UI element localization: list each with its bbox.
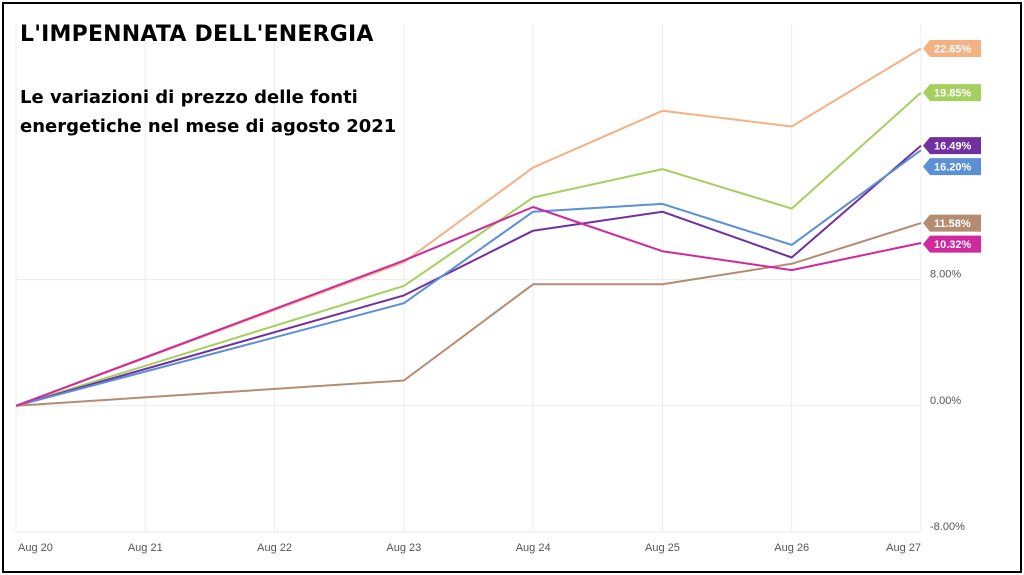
chart-subtitle: Le variazioni di prezzo delle fonti ener…: [20, 83, 420, 141]
end-value-tag: [923, 158, 981, 176]
series-line: [15, 222, 922, 407]
series-line: [15, 91, 922, 407]
line-chart: Aug 20 Aug 21 Aug 22 Aug 23 Aug 24 Aug 25 Aug …: [15, 24, 981, 554]
x-tick-label: Aug 24: [516, 542, 551, 554]
series-line: [15, 206, 922, 407]
series-line: [15, 144, 922, 407]
end-value-tag: [923, 214, 981, 232]
title-block: L'IMPENNATA DELL'ENERGIA Le variazioni d…: [20, 22, 420, 141]
end-value-label: 16.49%: [934, 141, 972, 153]
x-tick-label: Aug 20: [18, 542, 53, 554]
x-tick-label: Aug 23: [386, 542, 421, 554]
x-tick-label: Aug 21: [128, 542, 163, 554]
x-tick-label: Aug 26: [774, 542, 809, 554]
end-value-tag: [923, 39, 981, 57]
series-line: [15, 149, 922, 407]
y-tick-label: 8.00%: [930, 269, 961, 281]
y-tick-label: -8.00%: [930, 521, 965, 533]
chart-subtitle-line-2: energetiche nel mese di agosto 2021: [20, 116, 397, 137]
end-value-tag: [923, 137, 981, 155]
chart-title: L'IMPENNATA DELL'ENERGIA: [20, 22, 374, 47]
end-value-label: 10.32%: [934, 239, 972, 251]
series-layer: [15, 47, 922, 407]
y-tick-label: 0.00%: [930, 395, 961, 407]
x-tick-label: Aug 27: [886, 542, 921, 554]
end-value-label: 19.85%: [934, 88, 972, 100]
grid-layer: [15, 24, 922, 533]
end-value-label: 11.58%: [934, 218, 971, 230]
end-value-tag: [923, 235, 981, 253]
x-tick-label: Aug 22: [257, 542, 292, 554]
end-value-tag: [923, 84, 981, 102]
chart-subtitle-line-1: Le variazioni di prezzo delle fonti: [20, 87, 358, 108]
x-tick-label: Aug 25: [645, 542, 680, 554]
end-value-label: 22.65%: [934, 43, 972, 55]
label-layer: Aug 20 Aug 21 Aug 22 Aug 23 Aug 24 Aug 25 Aug …: [18, 39, 981, 554]
series-line: [15, 47, 922, 407]
end-value-label: 16.20%: [934, 162, 972, 174]
